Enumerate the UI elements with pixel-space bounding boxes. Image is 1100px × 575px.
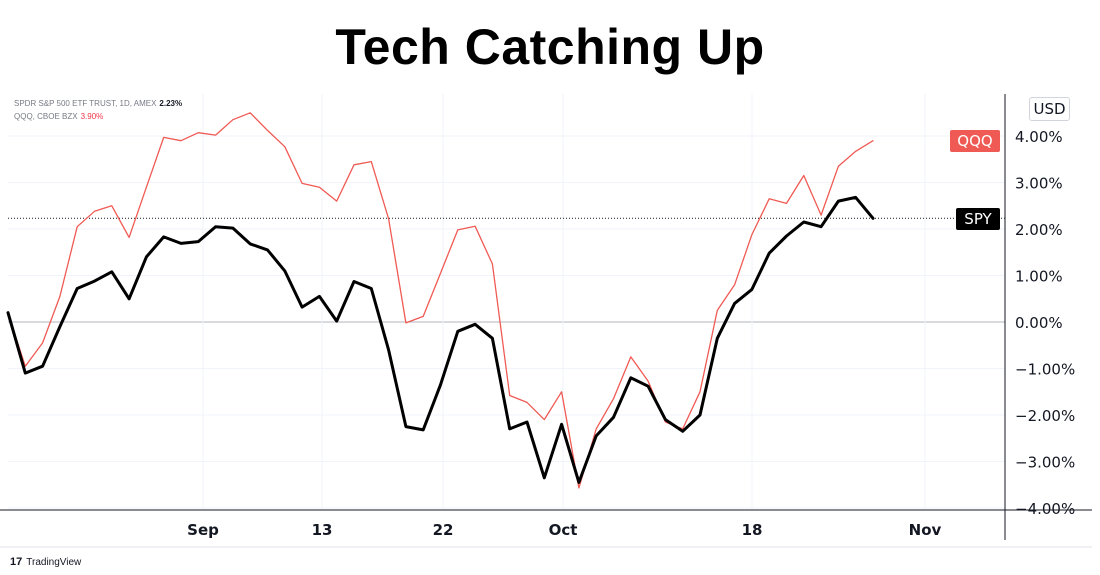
- x-tick-label: 22: [433, 521, 454, 539]
- y-tick-label: 2.00%: [1015, 221, 1063, 239]
- x-tick-label: 18: [742, 521, 763, 539]
- chart-axes: [0, 94, 1092, 548]
- x-axis-ticks: Sep 13 22 Oct 18 Nov: [187, 521, 941, 539]
- y-tick-label: −2.00%: [1015, 407, 1075, 425]
- y-tick-label: −1.00%: [1015, 361, 1075, 379]
- legend-qqq: QQQ, CBOE BZX 3.90%: [14, 112, 103, 121]
- y-tick-label: −3.00%: [1015, 454, 1075, 472]
- legend-spy-label: SPDR S&P 500 ETF TRUST, 1D, AMEX: [14, 99, 157, 108]
- y-tick-label: 0.00%: [1015, 314, 1063, 332]
- y-tick-label: 1.00%: [1015, 268, 1063, 286]
- x-tick-label: Sep: [187, 521, 219, 539]
- x-tick-label: Nov: [909, 521, 942, 539]
- qqq-price-tag: QQQ: [950, 130, 1000, 152]
- y-axis-ticks: 4.00% 3.00% 2.00% 1.00% 0.00% −1.00% −2.00% −3.…: [1015, 128, 1075, 518]
- tradingview-logo-icon: 17: [10, 556, 23, 568]
- qqq-series-line: [7, 112, 874, 489]
- currency-button[interactable]: USD: [1029, 97, 1070, 121]
- x-tick-label: 13: [312, 521, 333, 539]
- y-tick-label: 4.00%: [1015, 128, 1063, 146]
- legend-spy-value: 2.23%: [159, 99, 183, 108]
- tradingview-brand[interactable]: 17 TradingView: [10, 556, 81, 568]
- legend-qqq-label: QQQ, CBOE BZX: [14, 112, 78, 121]
- legend-spy: SPDR S&P 500 ETF TRUST, 1D, AMEX 2.23%: [14, 99, 182, 108]
- y-tick-label: −4.00%: [1015, 500, 1075, 518]
- chart-series: [6, 112, 875, 489]
- legend-qqq-value: 3.90%: [80, 112, 104, 121]
- spy-price-tag: SPY: [956, 208, 1000, 230]
- brand-name: TradingView: [26, 556, 82, 568]
- y-tick-label: 3.00%: [1015, 175, 1063, 193]
- x-tick-label: Oct: [549, 521, 578, 539]
- chart-title: Tech Catching Up: [335, 19, 765, 75]
- spy-series-line: [6, 195, 875, 484]
